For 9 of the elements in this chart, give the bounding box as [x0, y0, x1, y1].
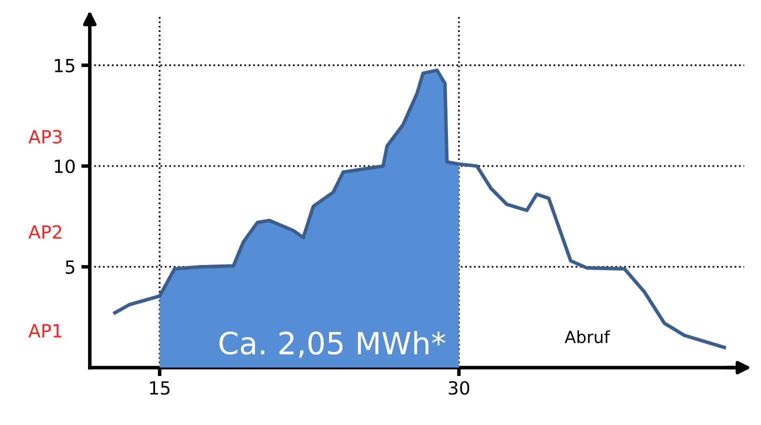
y-tick-label: 5 [66, 260, 74, 274]
text: AP2 [28, 225, 62, 239]
text: AP1 [28, 324, 62, 338]
annotation: Ca. 2,05 MWh* [219, 331, 446, 358]
annotation: Abruf [564, 330, 610, 344]
y-tick-label: 10 [54, 160, 75, 174]
text: AP3 [28, 130, 62, 144]
y-tick-label: 15 [54, 58, 74, 72]
x-tick-label: 30 [448, 381, 470, 395]
